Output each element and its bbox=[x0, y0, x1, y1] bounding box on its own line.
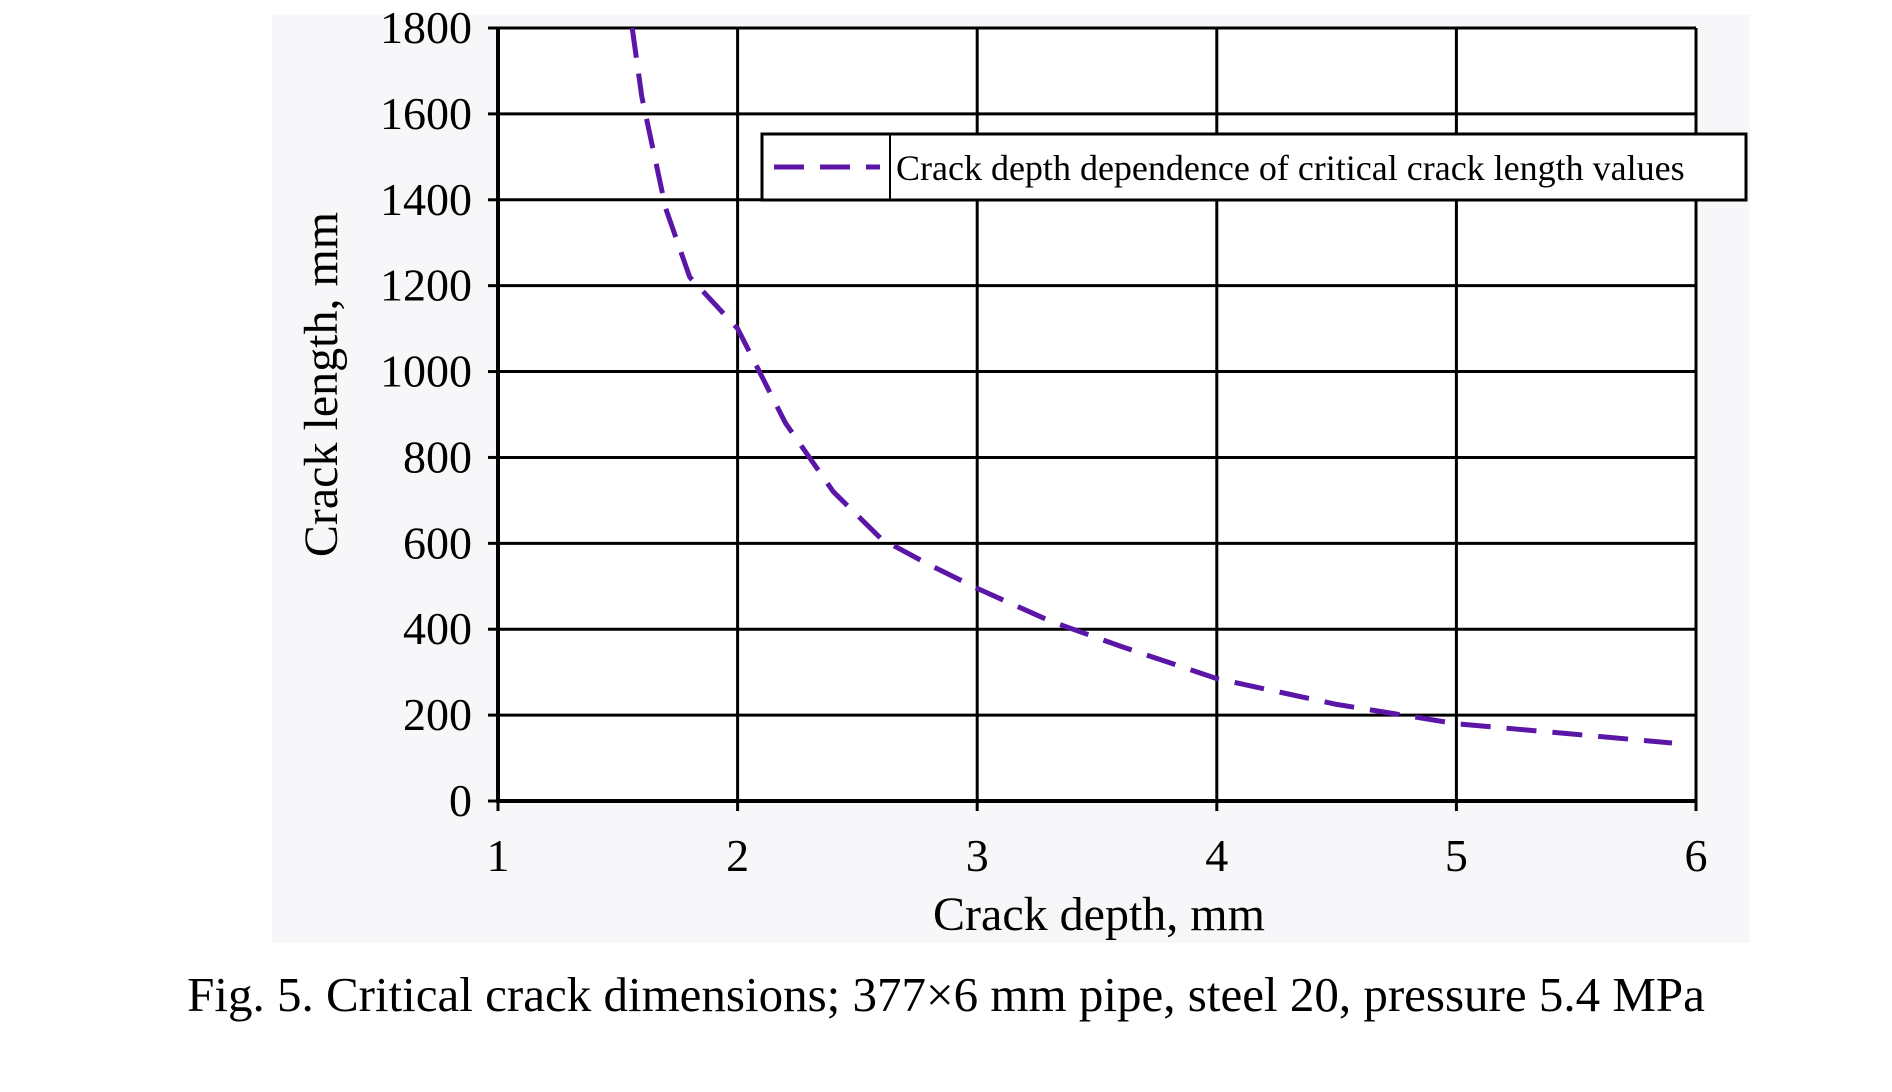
x-axis-title: Crack depth, mm bbox=[933, 888, 1265, 941]
y-tick-label: 600 bbox=[403, 517, 472, 568]
y-tick-label: 1800 bbox=[380, 2, 472, 53]
y-axis-title: Crack length, mm bbox=[295, 212, 348, 557]
legend-box bbox=[760, 132, 1748, 202]
y-tick-label: 200 bbox=[403, 689, 472, 740]
legend-label: Crack depth dependence of critical crack… bbox=[896, 148, 1685, 188]
x-tick-label: 1 bbox=[487, 830, 510, 881]
y-tick-label: 800 bbox=[403, 431, 472, 482]
y-tick-label: 400 bbox=[403, 603, 472, 654]
x-tick-label: 6 bbox=[1685, 830, 1708, 881]
axes bbox=[488, 26, 1698, 811]
figure-caption: Fig. 5. Critical crack dimensions; 377×6… bbox=[187, 967, 1705, 1022]
series-line bbox=[629, 27, 1673, 746]
y-tick-label: 0 bbox=[449, 775, 472, 826]
y-tick-label: 1600 bbox=[380, 88, 472, 139]
axis-titles: Crack depth, mm Crack length, mm bbox=[295, 212, 1265, 941]
x-tick-label: 5 bbox=[1445, 830, 1468, 881]
x-tick-label: 3 bbox=[966, 830, 989, 881]
legend: Crack depth dependence of critical crack… bbox=[760, 132, 1748, 202]
x-tick-label: 4 bbox=[1205, 830, 1228, 881]
x-tick-label: 2 bbox=[726, 830, 749, 881]
y-tick-label: 1000 bbox=[380, 346, 472, 397]
series-lines bbox=[629, 27, 1673, 746]
y-tick-label: 1400 bbox=[380, 174, 472, 225]
tick-labels: 0 200 400 600 800 1000 1200 1400 1600 1800 1 2 3 4 5 6 bbox=[380, 2, 1708, 881]
y-tick-label: 1200 bbox=[380, 260, 472, 311]
